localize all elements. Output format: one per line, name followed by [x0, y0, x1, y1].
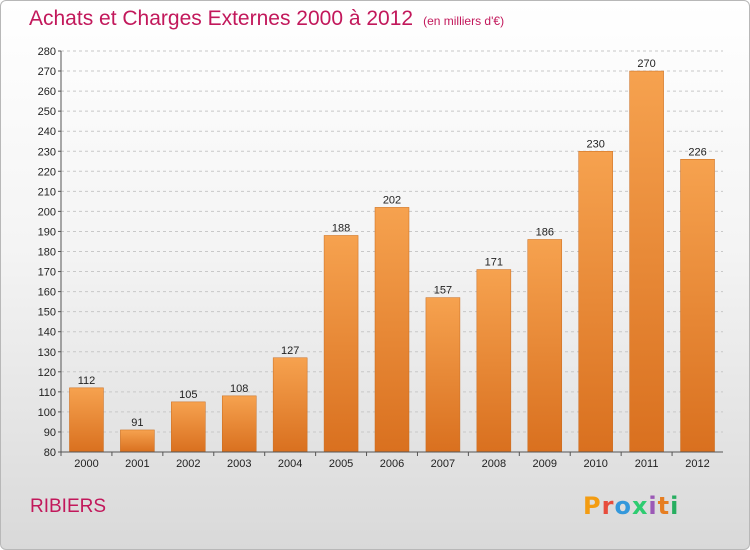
- y-tick-label: 190: [38, 226, 56, 238]
- y-tick-label: 160: [38, 287, 56, 299]
- logo-letter: o: [614, 492, 632, 520]
- bar: [680, 159, 715, 453]
- y-tick-label: 250: [38, 106, 56, 118]
- y-tick-label: 90: [44, 427, 56, 439]
- bar: [425, 297, 461, 453]
- bar: [120, 429, 155, 453]
- bar-value-label: 186: [536, 226, 554, 238]
- bar-value-label: 157: [434, 285, 452, 297]
- y-tick-label: 80: [44, 447, 56, 459]
- logo-letter: x: [631, 492, 649, 520]
- bar-value-label: 171: [485, 257, 503, 269]
- proxiti-logo[interactable]: Proxiti: [583, 492, 679, 520]
- x-tick-label: 2011: [635, 458, 659, 470]
- x-tick-label: 2012: [685, 458, 709, 470]
- bar-value-label: 188: [332, 222, 350, 234]
- bar-value-label: 108: [230, 383, 248, 395]
- y-tick-label: 180: [38, 247, 56, 259]
- commune-name: RIBIERS: [30, 496, 107, 517]
- x-tick-label: 2002: [176, 458, 200, 470]
- logo-letter: r: [601, 492, 615, 520]
- y-tick-label: 210: [38, 186, 56, 198]
- x-tick-label: 2000: [74, 458, 98, 470]
- y-tick-label: 100: [38, 407, 56, 419]
- x-tick-label: 2007: [431, 458, 455, 470]
- x-tick-label: 2006: [380, 458, 404, 470]
- y-tick-label: 240: [38, 126, 56, 138]
- bar: [69, 387, 104, 453]
- bar: [476, 269, 512, 453]
- x-tick-label: 2009: [533, 458, 557, 470]
- logo-letter: i: [670, 492, 680, 520]
- y-tick-label: 150: [38, 307, 56, 319]
- bar: [527, 239, 563, 453]
- x-tick-label: 2010: [583, 458, 607, 470]
- y-tick-label: 140: [38, 327, 56, 339]
- bar: [323, 235, 359, 453]
- x-tick-label: 2001: [125, 458, 149, 470]
- bar-value-label: 127: [281, 345, 299, 357]
- bar-value-label: 105: [179, 389, 197, 401]
- chart-unit: (en milliers d'€): [423, 14, 505, 28]
- x-tick-label: 2008: [482, 458, 506, 470]
- y-tick-label: 260: [38, 86, 56, 98]
- y-tick-label: 110: [38, 387, 56, 399]
- logo-letter: i: [648, 492, 658, 520]
- y-tick-label: 230: [38, 146, 56, 158]
- bar-value-label: 230: [587, 138, 605, 150]
- logo-letter: t: [657, 492, 671, 520]
- bar: [578, 151, 613, 453]
- bar: [374, 207, 410, 453]
- logo-letter: P: [583, 492, 602, 520]
- bar-value-label: 112: [78, 375, 96, 387]
- y-tick-label: 220: [38, 166, 56, 178]
- bar: [221, 395, 257, 453]
- y-tick-label: 170: [38, 267, 56, 279]
- x-tick-label: 2003: [227, 458, 251, 470]
- x-tick-label: 2004: [278, 458, 302, 470]
- bar-value-label: 202: [383, 194, 401, 206]
- bar: [272, 357, 308, 453]
- y-tick-label: 200: [38, 206, 56, 218]
- bar-value-label: 270: [637, 58, 655, 70]
- bar: [171, 401, 206, 453]
- y-tick-label: 130: [38, 347, 56, 359]
- y-tick-label: 280: [38, 46, 56, 58]
- y-tick-label: 270: [38, 66, 56, 78]
- chart-title: Achats et Charges Externes 2000 à 2012 (e…: [29, 7, 504, 31]
- bar-value-label: 226: [688, 146, 706, 158]
- y-tick-label: 120: [38, 367, 56, 379]
- x-tick-label: 2005: [329, 458, 353, 470]
- chart-title-text: Achats et Charges Externes 2000 à 2012: [29, 7, 414, 30]
- bar: [629, 70, 664, 453]
- bar-value-label: 91: [131, 417, 143, 429]
